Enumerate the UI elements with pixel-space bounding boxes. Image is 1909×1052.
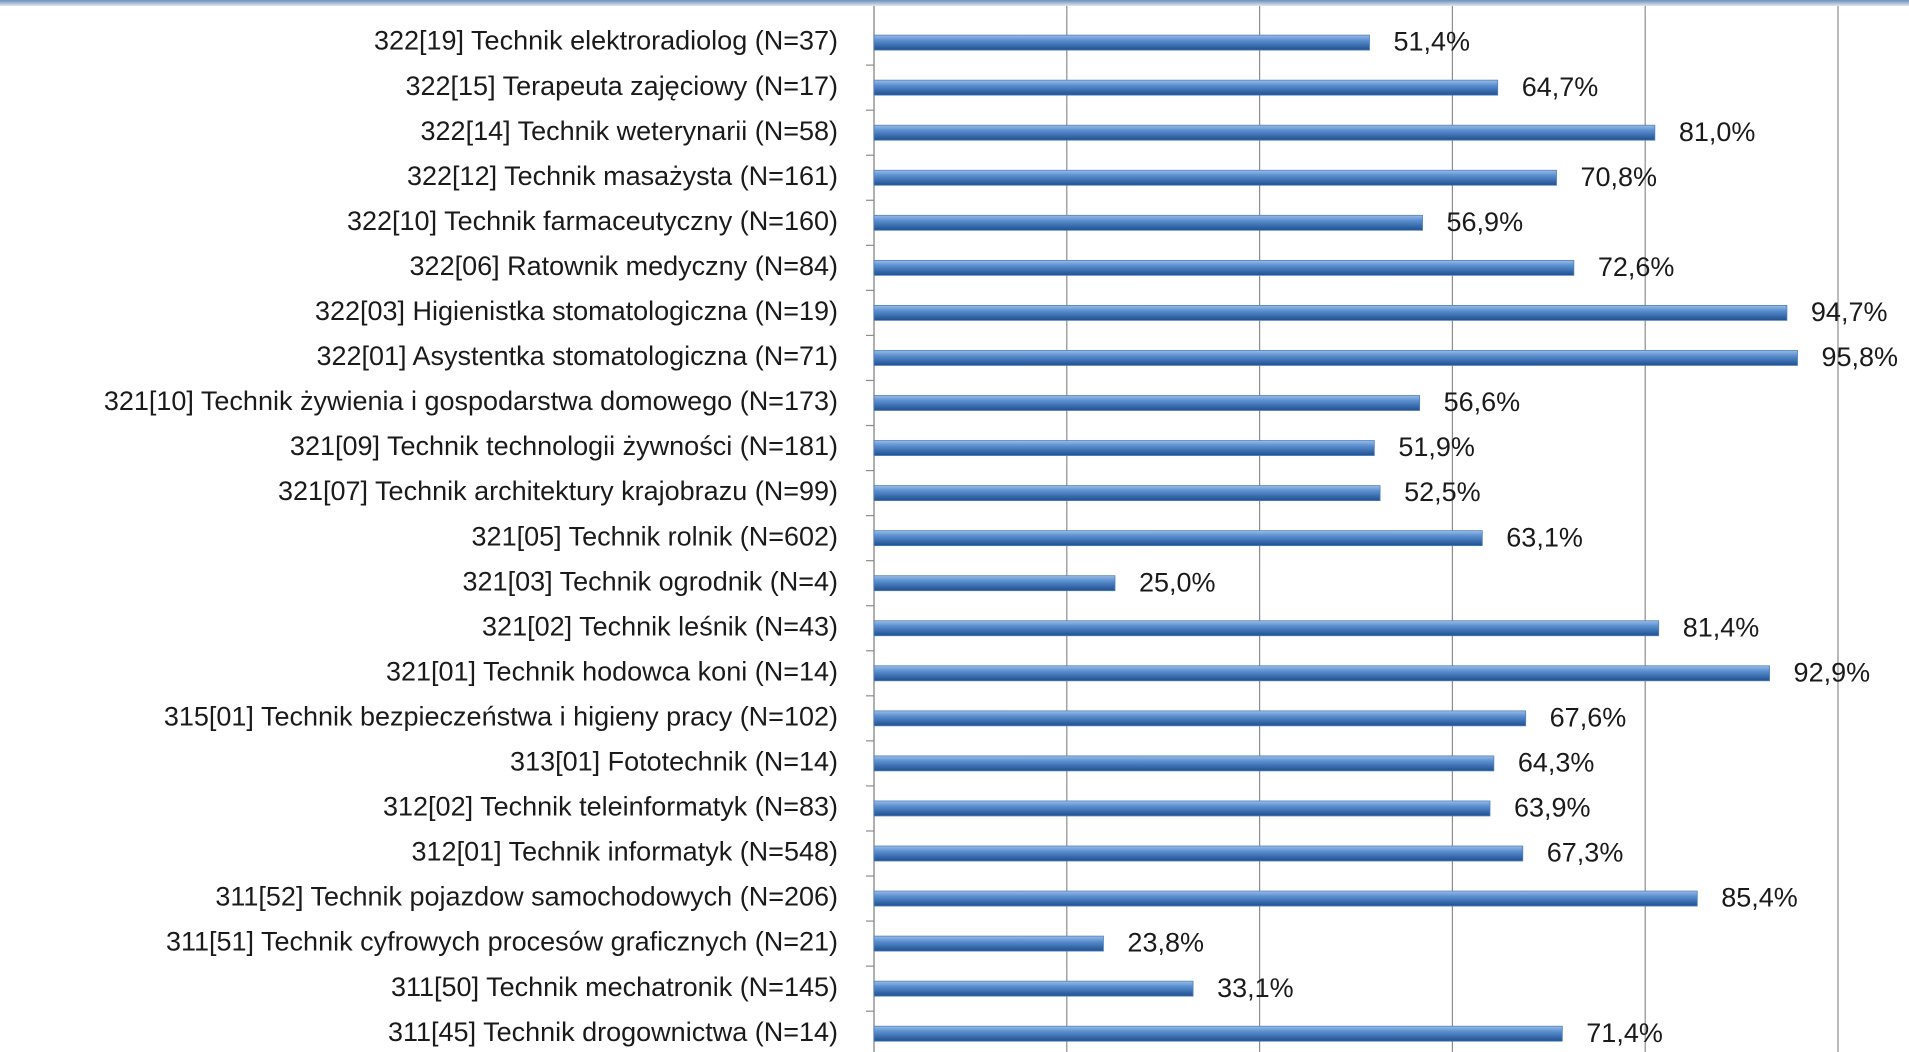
y-tick-label: 312[02] Technik teleinformatyk (N=83) xyxy=(383,792,838,822)
data-label: 71,4% xyxy=(1586,1018,1663,1048)
data-label: 81,4% xyxy=(1683,612,1760,642)
y-tick-label: 322[19] Technik elektroradiolog (N=37) xyxy=(374,26,838,56)
data-label: 63,9% xyxy=(1514,793,1591,823)
bar xyxy=(873,530,1483,547)
data-label: 67,3% xyxy=(1547,838,1624,868)
bar xyxy=(873,214,1423,231)
bar xyxy=(873,575,1116,592)
data-label: 56,6% xyxy=(1444,387,1521,417)
data-label: 23,8% xyxy=(1127,928,1204,958)
bar xyxy=(873,1025,1563,1042)
bar xyxy=(873,34,1370,51)
bar xyxy=(873,620,1660,637)
y-tick-label: 321[07] Technik architektury krajobrazu … xyxy=(278,476,838,506)
data-label: 56,9% xyxy=(1447,207,1524,237)
y-tick-label: 315[01] Technik bezpieczeństwa i higieny… xyxy=(164,701,838,731)
y-tick-label: 322[15] Terapeuta zajęciowy (N=17) xyxy=(405,71,838,101)
data-label: 85,4% xyxy=(1721,883,1798,913)
bar xyxy=(873,169,1557,186)
bar xyxy=(873,845,1524,862)
bar xyxy=(873,665,1770,682)
bar xyxy=(873,710,1527,727)
bar xyxy=(873,124,1656,141)
y-tick-label: 321[10] Technik żywienia i gospodarstwa … xyxy=(104,386,838,416)
y-tick-label: 321[03] Technik ogrodnik (N=4) xyxy=(463,566,838,596)
data-label: 64,7% xyxy=(1522,72,1599,102)
y-tick-label: 322[14] Technik weterynarii (N=58) xyxy=(421,116,838,146)
y-tick-label: 312[01] Technik informatyk (N=548) xyxy=(412,837,838,867)
data-label: 92,9% xyxy=(1794,657,1871,687)
y-tick-label: 321[02] Technik leśnik (N=43) xyxy=(482,611,838,641)
y-tick-label: 313[01] Fototechnik (N=14) xyxy=(510,747,838,777)
y-tick-label: 322[10] Technik farmaceutyczny (N=160) xyxy=(347,206,838,236)
data-label: 52,5% xyxy=(1404,477,1481,507)
data-label: 64,3% xyxy=(1518,748,1595,778)
top-border xyxy=(0,0,1909,6)
data-label: 63,1% xyxy=(1506,522,1583,552)
data-label: 95,8% xyxy=(1822,342,1899,372)
bar xyxy=(873,259,1575,276)
bar xyxy=(873,980,1194,997)
bar xyxy=(873,350,1798,366)
data-label: 70,8% xyxy=(1581,162,1658,192)
data-label: 81,0% xyxy=(1679,117,1756,147)
y-tick-label: 322[12] Technik masażysta (N=161) xyxy=(407,161,838,191)
bar xyxy=(873,755,1495,772)
y-tick-label: 322[03] Higienistka stomatologiczna (N=1… xyxy=(315,296,838,326)
data-label: 67,6% xyxy=(1550,702,1627,732)
data-label: 94,7% xyxy=(1811,297,1888,327)
data-label: 33,1% xyxy=(1217,973,1294,1003)
y-tick-label: 311[52] Technik pojazdow samochodowych (… xyxy=(215,882,838,912)
data-label: 72,6% xyxy=(1598,252,1675,282)
data-label: 51,4% xyxy=(1393,27,1470,57)
y-tick-label: 321[05] Technik rolnik (N=602) xyxy=(472,521,838,551)
bar xyxy=(873,304,1788,321)
y-tick-label: 311[51] Technik cyfrowych procesów grafi… xyxy=(166,927,838,957)
bar xyxy=(873,440,1375,456)
y-tick-label: 322[06] Ratownik medyczny (N=84) xyxy=(410,251,838,281)
bar xyxy=(873,395,1421,411)
data-label: 25,0% xyxy=(1139,567,1216,597)
bar xyxy=(873,890,1698,907)
y-tick-label: 321[01] Technik hodowca koni (N=14) xyxy=(386,656,838,686)
bar xyxy=(873,800,1491,817)
bar xyxy=(873,935,1104,952)
data-label: 51,9% xyxy=(1398,432,1475,462)
y-tick-label: 322[01] Asystentka stomatologiczna (N=71… xyxy=(316,341,838,371)
y-tick-label: 321[09] Technik technologii żywności (N=… xyxy=(290,431,838,461)
y-tick-label: 311[45] Technik drogownictwa (N=14) xyxy=(388,1017,838,1047)
bar xyxy=(873,485,1381,502)
bar xyxy=(873,79,1499,96)
y-tick-label: 311[50] Technik mechatronik (N=145) xyxy=(391,972,838,1002)
